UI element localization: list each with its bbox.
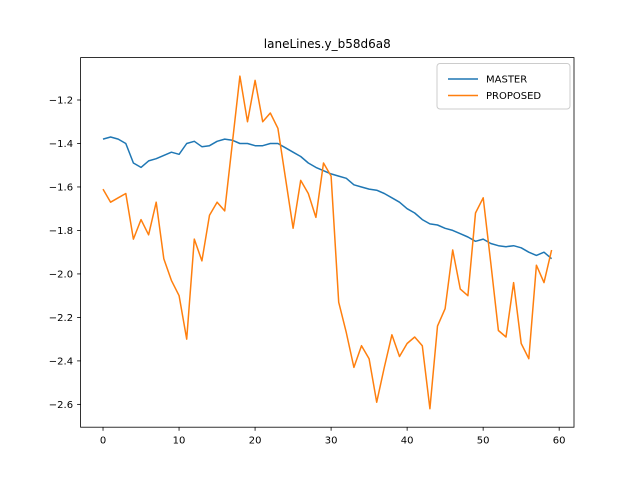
- y-tick-label: −2.2: [49, 313, 73, 324]
- x-tick-label: 50: [477, 436, 490, 447]
- y-axis-ticks: −1.2 −1.4 −1.6 −1.8 −2.0 −2.2 −2.4 −2.6: [49, 95, 81, 411]
- legend: MASTER PROPOSED: [436, 63, 571, 110]
- x-tick-label: 30: [325, 436, 338, 447]
- series-line-master: [102, 136, 553, 260]
- y-tick-label: −2.0: [49, 269, 73, 280]
- x-tick-label: 20: [249, 436, 262, 447]
- series-line-proposed: [102, 75, 553, 410]
- y-tick-label: −2.4: [49, 356, 73, 367]
- y-tick-label: −1.2: [49, 95, 73, 106]
- y-tick-label: −2.6: [49, 400, 73, 411]
- axes-frame: [80, 57, 575, 428]
- x-tick-label: 10: [173, 436, 186, 447]
- x-tick-label: 60: [553, 436, 566, 447]
- y-tick-label: −1.4: [49, 139, 73, 150]
- chart-title: laneLines.y_b58d6a8: [264, 37, 391, 51]
- legend-label-master: MASTER: [486, 75, 527, 86]
- y-tick-label: −1.8: [49, 226, 73, 237]
- x-axis-ticks: 0 10 20 30 40 50 60: [100, 427, 566, 447]
- x-tick-label: 0: [100, 436, 106, 447]
- legend-box: [436, 63, 571, 110]
- x-tick-label: 40: [401, 436, 414, 447]
- y-tick-label: −1.6: [49, 182, 73, 193]
- legend-label-proposed: PROPOSED: [486, 91, 541, 102]
- data-series: [102, 75, 553, 410]
